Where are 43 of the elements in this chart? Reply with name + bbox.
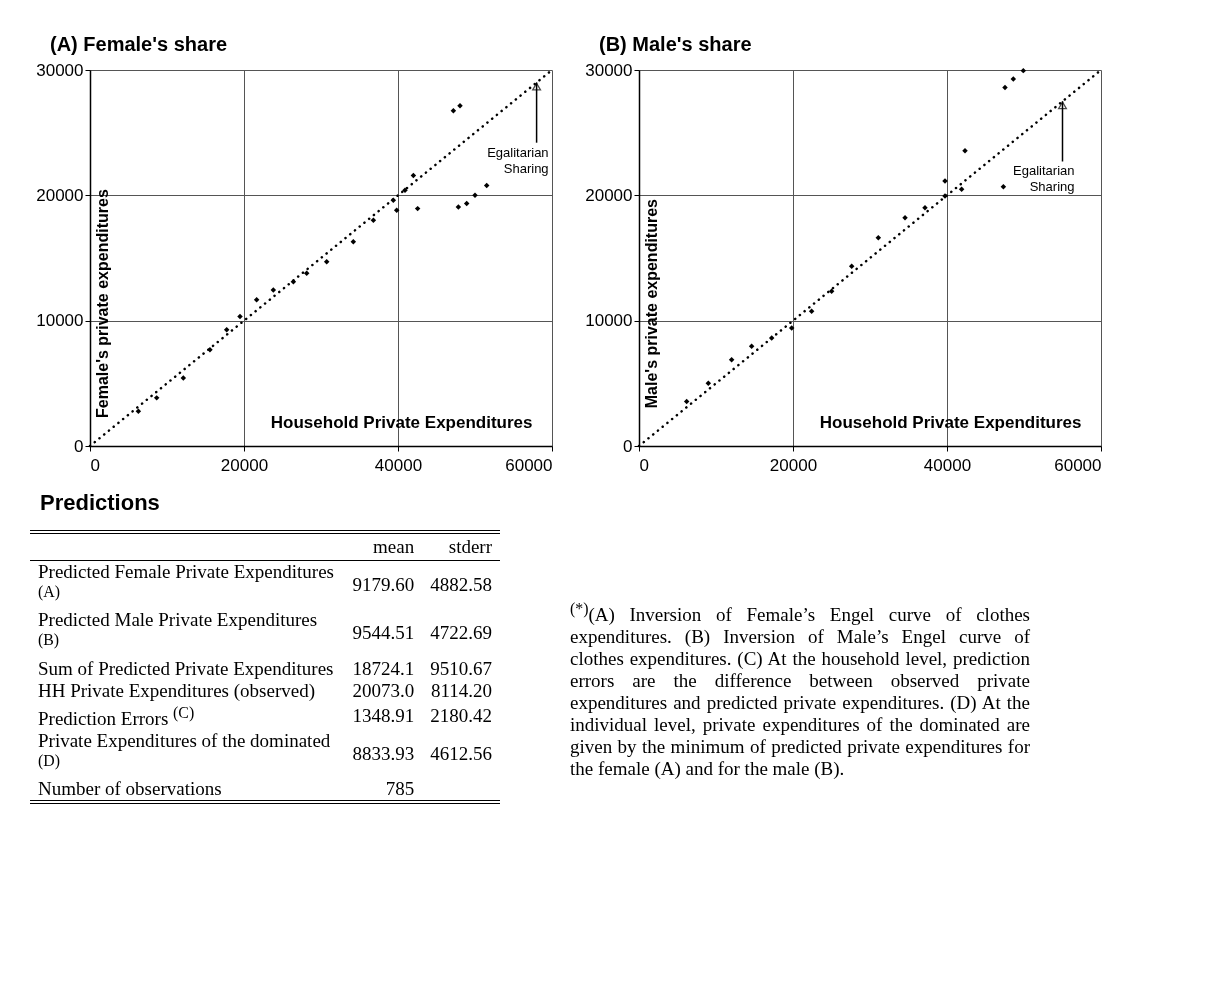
- category-label: Sum of Predicted Private Expenditures: [37, 657, 335, 680]
- annotation: Egalitarian Sharing: [487, 144, 549, 176]
- data-label: 8833.93: [351, 742, 416, 767]
- data-label: 4882.58: [429, 573, 493, 598]
- x-tick-label: 20000: [769, 455, 818, 475]
- y-tick-label: 0: [623, 436, 633, 456]
- text: Predictions: [40, 490, 161, 516]
- y-tick-label: 20000: [585, 185, 633, 205]
- data-label: 4612.56: [429, 742, 493, 767]
- x-tick-label: 60000: [505, 455, 553, 475]
- x-tick-label: 0: [639, 455, 649, 475]
- text: stderr: [422, 532, 500, 561]
- y-axis-title: Female's private expenditures: [93, 189, 111, 419]
- data-label: 4722.69: [429, 621, 493, 646]
- y-tick-label: 20000: [36, 185, 84, 205]
- x-tick-label: 20000: [220, 455, 269, 475]
- data-label: 9510.67: [429, 657, 493, 680]
- category-label: HH Private Expenditures (observed): [37, 679, 316, 702]
- data-label: 9544.51: [351, 621, 416, 646]
- y-tick-label: 30000: [36, 60, 84, 80]
- y-tick-label: 10000: [585, 311, 633, 331]
- text: $^{(*)}$(A) Inversion of Female’s Engel curve of clothes expenditures. (B) Inversion of Male’s Engel curve of clothes expenditures. (C) At the household level, prediction errors are the difference between observed private expenditures and predicted private expenditures. (D) At the individual level, private expenditures of the dominated are given by the minimum of predicted private expenditures for the female (A) and for the male (B).: [570, 600, 1030, 780]
- text: mean: [344, 532, 423, 561]
- y-axis-title: Male's private expenditures: [642, 198, 660, 409]
- data-label: 785: [384, 778, 416, 802]
- category-label: Number of observations: [37, 778, 223, 802]
- chart-title: (A) Female's share: [50, 33, 228, 55]
- annotation: Egalitarian Sharing: [1013, 163, 1075, 195]
- data-label: 18724.1: [351, 657, 416, 680]
- data-label: 8114.20: [429, 679, 493, 702]
- x-tick-label: 60000: [1054, 455, 1102, 475]
- data-label: 9179.60: [351, 573, 416, 598]
- data-label: 2180.42: [429, 703, 493, 728]
- x-tick-label: 0: [90, 455, 100, 475]
- y-tick-label: 30000: [585, 60, 633, 80]
- x-tick-label: 40000: [923, 455, 972, 475]
- data-label: 20073.0: [351, 679, 416, 702]
- y-tick-label: 10000: [36, 311, 84, 331]
- x-tick-label: 40000: [374, 455, 423, 475]
- y-tick-label: 0: [74, 436, 84, 456]
- data-label: 1348.91: [351, 703, 416, 728]
- chart-title: (B) Male's share: [599, 33, 752, 55]
- category-label: Prediction Errors $^{(C)}$: [37, 702, 196, 730]
